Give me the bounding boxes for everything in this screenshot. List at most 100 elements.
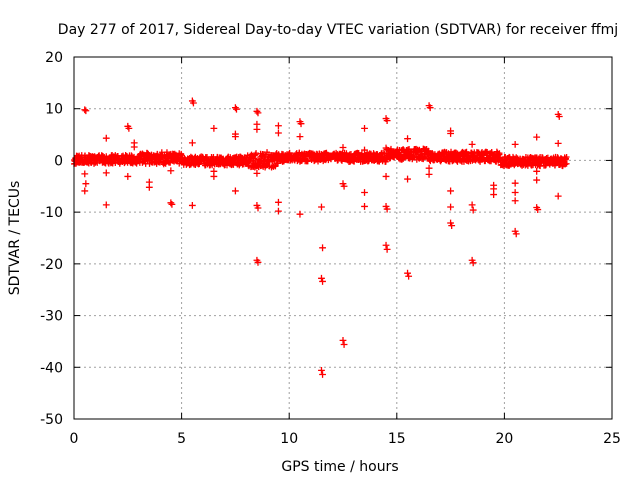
- outlier-point-51: [318, 366, 325, 374]
- x-tick-label-3: 15: [388, 431, 406, 447]
- outlier-point-52: [319, 371, 326, 378]
- outlier-point-58: [361, 124, 368, 132]
- y-tick-label-6: 10: [45, 102, 63, 118]
- outlier-point-29: [232, 187, 239, 195]
- outlier-point-99: [533, 167, 541, 175]
- outlier-point-97: [512, 230, 520, 238]
- x-tick-label-4: 20: [495, 431, 513, 447]
- outlier-point-73: [405, 272, 413, 280]
- y-tick-label-5: 0: [54, 153, 63, 169]
- outlier-point-0: [81, 106, 89, 114]
- outlier-point-1: [82, 107, 90, 115]
- outlier-point-64: [382, 144, 390, 152]
- y-tick-label-4: -10: [40, 205, 63, 221]
- outlier-point-39: [275, 122, 282, 130]
- outlier-point-91: [490, 191, 498, 198]
- outlier-point-17: [168, 200, 176, 208]
- gridlines: [74, 57, 612, 419]
- outlier-point-14: [145, 183, 153, 191]
- outlier-point-55: [340, 182, 348, 190]
- outlier-point-72: [404, 269, 411, 277]
- band-point-594: [262, 152, 269, 159]
- outlier-point-77: [425, 170, 433, 178]
- outlier-point-86: [469, 206, 477, 214]
- band-point-590: [261, 154, 268, 161]
- outlier-point-21: [188, 202, 196, 209]
- outlier-point-106: [554, 192, 562, 200]
- y-tick-label-2: -30: [40, 309, 63, 325]
- outlier-point-2: [81, 170, 89, 178]
- x-tick-label-2: 10: [280, 431, 298, 447]
- outlier-point-26: [233, 105, 240, 113]
- band-point-1526: [563, 153, 570, 160]
- outlier-point-79: [447, 130, 454, 137]
- x-tick-label-5: 25: [603, 431, 621, 447]
- outlier-point-45: [296, 133, 304, 141]
- outlier-point-31: [254, 109, 262, 117]
- outlier-point-88: [469, 259, 477, 267]
- outlier-point-12: [130, 143, 138, 151]
- outlier-point-33: [253, 126, 261, 133]
- outlier-point-50: [319, 278, 326, 285]
- outlier-point-36: [254, 204, 262, 212]
- axis-ticks: 0 5 10 15 20 25 -50 -40 -30 -20 -10 0 10 20: [40, 50, 621, 447]
- outlier-point-42: [275, 207, 282, 215]
- outlier-point-25: [232, 104, 239, 112]
- outlier-point-24: [210, 173, 218, 180]
- outlier-point-40: [275, 129, 282, 137]
- outlier-point-67: [383, 205, 391, 213]
- band-point-1053: [410, 154, 417, 161]
- y-tick-label-0: -50: [40, 412, 63, 428]
- outlier-point-90: [490, 185, 498, 193]
- outlier-point-44: [297, 120, 305, 128]
- y-axis-label: SDTVAR / TECUs: [7, 181, 23, 296]
- outlier-point-102: [534, 206, 542, 213]
- outlier-point-65: [382, 173, 390, 180]
- outlier-point-100: [533, 176, 541, 184]
- outlier-point-92: [511, 140, 519, 148]
- outlier-point-63: [383, 117, 391, 125]
- outlier-point-60: [361, 189, 368, 196]
- outlier-point-20: [188, 139, 196, 147]
- outlier-point-98: [533, 133, 541, 141]
- y-tick-label-1: -40: [40, 360, 63, 376]
- outlier-point-57: [340, 341, 348, 348]
- outlier-point-30: [253, 107, 261, 115]
- y-tick-label-3: -20: [40, 257, 63, 273]
- outlier-point-48: [319, 244, 326, 252]
- outlier-point-76: [425, 164, 433, 172]
- outlier-point-46: [296, 210, 304, 218]
- outlier-point-34: [253, 169, 261, 177]
- outlier-point-105: [554, 139, 562, 147]
- x-tick-label-0: 0: [70, 431, 79, 447]
- outlier-point-49: [318, 274, 325, 282]
- outlier-point-6: [102, 169, 110, 177]
- outlier-point-22: [210, 124, 218, 132]
- outlier-point-95: [511, 197, 519, 205]
- band-point-1527: [563, 160, 570, 167]
- plot-frame: [73, 56, 613, 420]
- outlier-point-81: [447, 203, 454, 211]
- chart-title: Day 277 of 2017, Sidereal Day-to-day VTE…: [58, 22, 618, 38]
- x-axis-label: GPS time / hours: [281, 459, 398, 475]
- outlier-point-83: [448, 222, 456, 229]
- outlier-point-69: [383, 245, 391, 253]
- band-point-565: [253, 150, 260, 157]
- y-tick-label-7: 20: [45, 50, 63, 66]
- outlier-point-61: [361, 203, 368, 210]
- outlier-point-68: [382, 241, 390, 249]
- outlier-point-70: [404, 135, 411, 143]
- outlier-point-15: [167, 167, 175, 175]
- outlier-point-80: [447, 187, 454, 195]
- band-point-725: [304, 158, 311, 165]
- outlier-point-3: [82, 180, 90, 188]
- band-point-624: [272, 163, 279, 170]
- outlier-point-47: [318, 203, 325, 211]
- outlier-point-85: [468, 201, 476, 209]
- outlier-point-53: [339, 144, 347, 151]
- outlier-point-5: [102, 134, 110, 142]
- outlier-point-104: [555, 113, 563, 120]
- outlier-point-38: [254, 258, 262, 266]
- outlier-point-56: [339, 336, 347, 344]
